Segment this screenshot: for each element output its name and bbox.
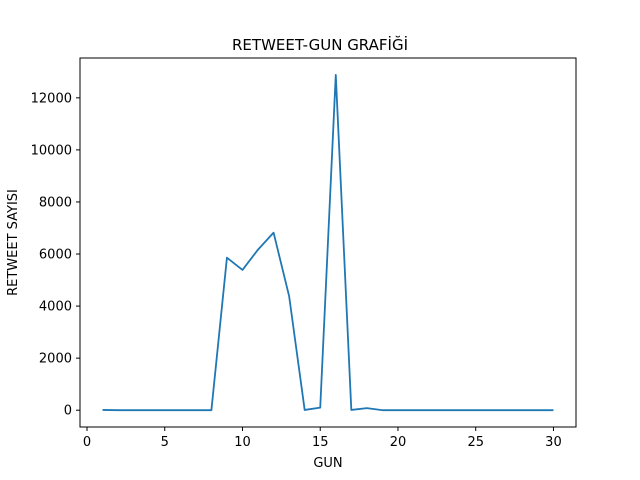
y-tick-label: 2000 (39, 352, 72, 367)
y-tick-label: 6000 (39, 248, 72, 263)
y-tick-label: 12000 (31, 91, 72, 106)
y-tick-label: 4000 (39, 300, 72, 315)
x-tick-label: 10 (234, 435, 251, 450)
y-tick-label: 10000 (31, 143, 72, 158)
x-tick-label: 30 (545, 435, 562, 450)
plot-area (102, 74, 554, 412)
y-tick-label: 0 (64, 404, 72, 419)
series-line (102, 74, 554, 412)
x-tick-label: 5 (161, 435, 169, 450)
x-axis-label: GUN (313, 456, 342, 471)
axes-frame (79, 57, 577, 428)
y-axis-label: RETWEET SAYISI (6, 189, 21, 296)
x-tick-label: 20 (390, 435, 407, 450)
chart-title: RETWEET-GUN GRAFİĞİ (232, 35, 408, 54)
axis-ticks: 0 5 10 15 20 25 30 0 2000 4000 6000 8000 10000 12000 (31, 91, 562, 450)
x-tick-label: 25 (467, 435, 484, 450)
y-tick-label: 8000 (39, 195, 72, 210)
x-tick-label: 0 (83, 435, 91, 450)
x-tick-label: 15 (312, 435, 329, 450)
